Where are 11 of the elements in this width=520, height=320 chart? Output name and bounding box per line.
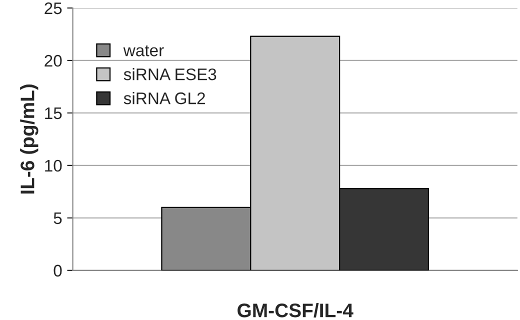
y-tick-label: 25 [44,2,62,14]
y-axis-title: IL-6 (pg/mL) [20,84,38,194]
legend-label: siRNA GL2 [124,92,205,104]
legend-label: water [123,45,164,56]
y-tick-label: 5 [54,212,62,224]
y-tick-label: 10 [45,160,62,172]
y-tick-label: 0 [54,264,62,277]
legend-label: siRNA ESE3 [124,68,216,80]
y-tick-label: 20 [44,54,62,67]
x-axis-title: GM-CSF/IL-4 [238,303,354,318]
y-tick-label: 15 [45,108,62,120]
